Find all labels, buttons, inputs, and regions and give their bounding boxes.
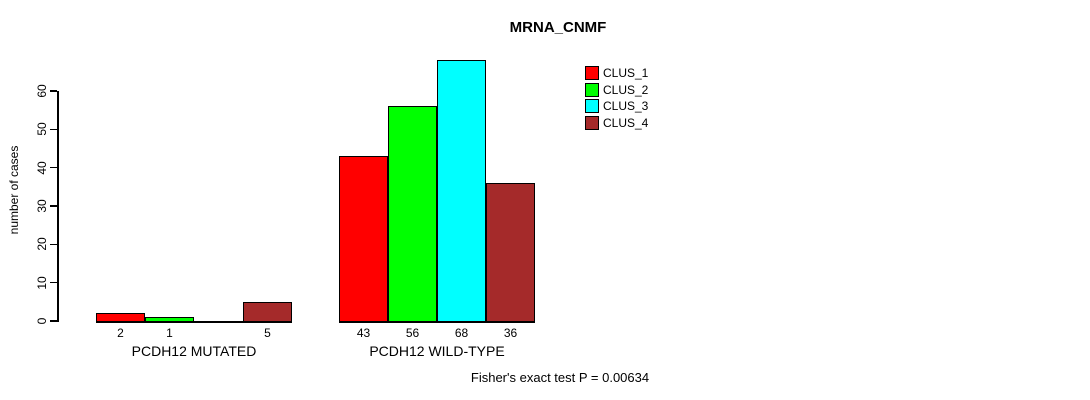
group-baseline — [96, 321, 292, 323]
group-label: PCDH12 MUTATED — [131, 343, 257, 359]
legend-label: CLUS_2 — [603, 82, 649, 97]
y-axis-tick-label: 10 — [35, 275, 49, 290]
y-axis-line — [57, 91, 59, 322]
legend-swatch-clus_3 — [585, 99, 599, 113]
bar-value-label: 68 — [454, 326, 469, 340]
bar-clus_2 — [388, 106, 437, 322]
y-axis-tick-label: 0 — [35, 317, 49, 325]
fisher-test-note: Fisher's exact test P = 0.00634 — [470, 370, 650, 385]
bar-clus_3 — [437, 60, 486, 322]
y-axis-tick — [50, 90, 57, 92]
y-axis-label: number of cases — [7, 145, 21, 235]
y-axis-tick — [50, 243, 57, 246]
bar-value-label: 2 — [117, 326, 124, 340]
y-axis-tick — [50, 205, 57, 207]
y-axis-tick-label: 60 — [35, 84, 49, 98]
bar-clus_1 — [96, 313, 145, 322]
y-axis-tick-label: 30 — [35, 199, 49, 213]
legend-row: CLUS_4 — [585, 115, 649, 130]
y-axis-tick — [50, 128, 57, 131]
y-axis-tick — [50, 281, 57, 284]
bar-clus_4 — [486, 183, 535, 322]
legend-label: CLUS_1 — [603, 66, 649, 80]
legend-row: CLUS_2 — [585, 82, 649, 97]
y-axis-tick-label: 20 — [35, 237, 49, 252]
legend-row: CLUS_3 — [585, 99, 648, 113]
bar-value-label: 5 — [264, 326, 271, 340]
legend: CLUS_1 CLUS_2 CLUS_3 CLUS_4 — [585, 66, 648, 132]
y-axis-tick — [50, 320, 57, 322]
chart-title: MRNA_CNMF — [509, 19, 607, 36]
y-axis-tick-label: 40 — [35, 160, 49, 175]
bar-value-label: 1 — [166, 326, 173, 340]
y-axis-tick — [50, 166, 57, 169]
legend-label: CLUS_4 — [603, 115, 649, 130]
bar-clus_4 — [243, 301, 292, 322]
bar-value-label: 36 — [503, 326, 518, 340]
bar-value-label: 56 — [405, 326, 420, 340]
bar-value-label: 43 — [356, 326, 371, 340]
legend-swatch-clus_1 — [585, 66, 599, 80]
bar-clus_2 — [145, 317, 194, 322]
legend-row: CLUS_1 — [585, 66, 648, 80]
legend-label: CLUS_3 — [603, 99, 649, 113]
legend-swatch-clus_4 — [585, 115, 599, 130]
bar-clus_1 — [339, 156, 388, 322]
y-axis-tick-label: 50 — [35, 122, 49, 137]
group-label: PCDH12 WILD-TYPE — [369, 343, 505, 359]
legend-swatch-clus_2 — [585, 82, 599, 97]
